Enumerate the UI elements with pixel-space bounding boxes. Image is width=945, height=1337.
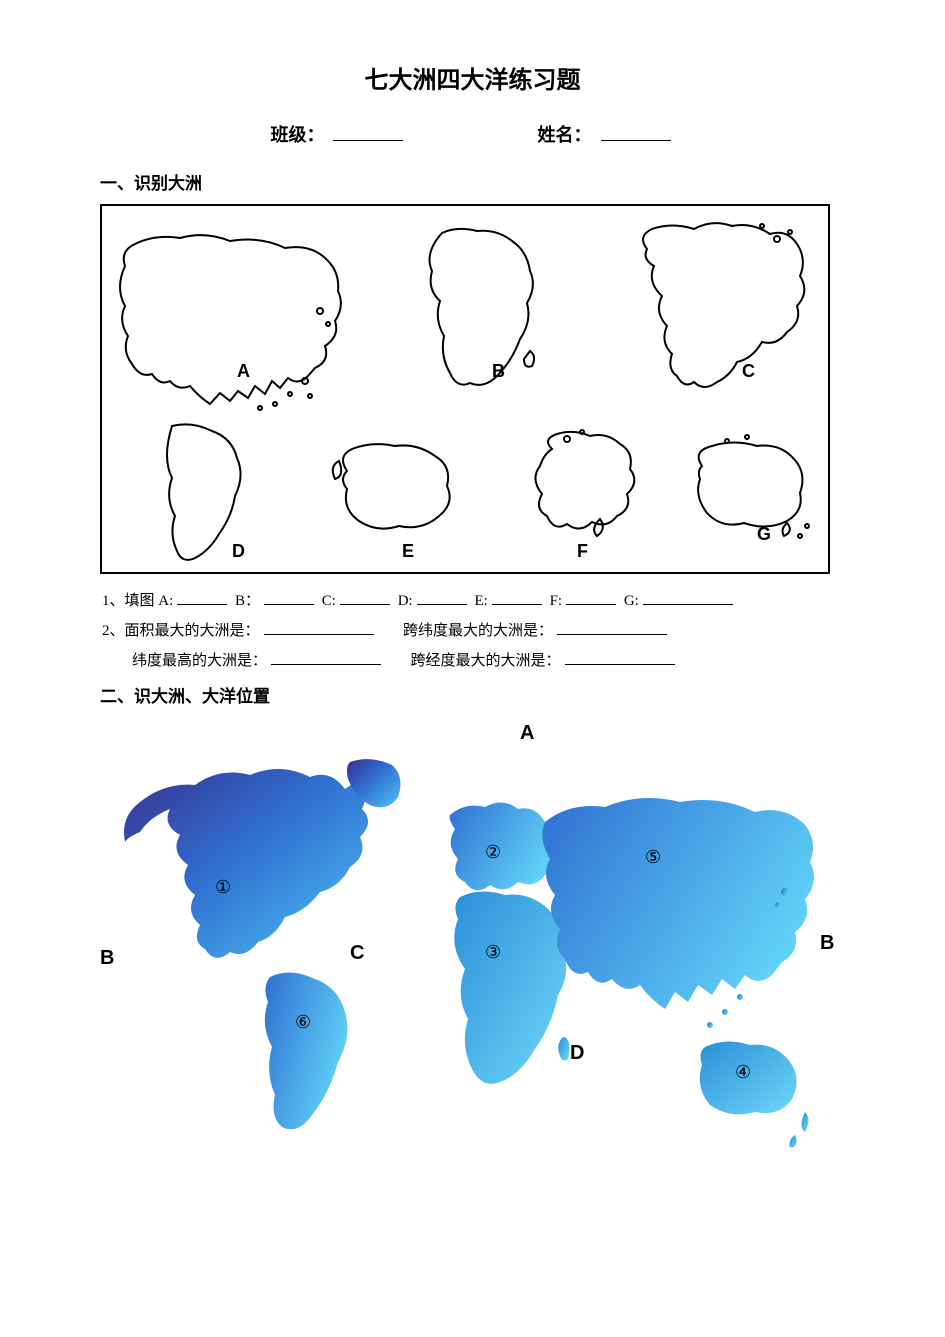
map-europe — [450, 802, 554, 890]
map-nz — [802, 1112, 809, 1132]
world-map-svg — [120, 747, 820, 1147]
q1-blank-A[interactable] — [177, 590, 227, 605]
q2-area: 2、面积最大的大洲是： — [102, 623, 260, 639]
q1-blank-E[interactable] — [492, 590, 542, 605]
q1-D: D: — [398, 593, 413, 609]
q1-C: C: — [322, 593, 336, 609]
q1-prefix: 1、填图 A: — [102, 593, 173, 609]
q2-highlat: 纬度最高的大洲是： — [132, 653, 267, 669]
figure1-box: A B C D E F G — [100, 204, 830, 574]
map2-num-2: ② — [485, 842, 501, 863]
q2-blank-lonspan[interactable] — [565, 650, 675, 665]
australia-outline — [672, 431, 822, 551]
class-label: 班级： — [270, 121, 324, 147]
map-island — [781, 888, 789, 896]
map2-num-5: ⑤ — [645, 847, 661, 868]
map-asia — [542, 798, 814, 1009]
q2-blank-highlat[interactable] — [271, 650, 381, 665]
fig1-label-A: A — [237, 361, 250, 382]
map-island — [707, 1022, 713, 1028]
name-blank[interactable] — [601, 123, 671, 141]
q1-blank-D[interactable] — [417, 590, 467, 605]
map2-num-3: ③ — [485, 942, 501, 963]
map2-num-4: ④ — [735, 1062, 751, 1083]
map2-num-6: ⑥ — [295, 1012, 311, 1033]
name-label: 姓名： — [538, 121, 592, 147]
fig1-label-F: F — [577, 541, 588, 562]
q1-blank-G[interactable] — [643, 590, 733, 605]
q1-G: G: — [624, 593, 639, 609]
q1-blank-B[interactable] — [264, 590, 314, 605]
map-south-america — [265, 972, 348, 1129]
map-north-america — [124, 769, 368, 958]
map-madagascar — [558, 1037, 569, 1061]
fig1-label-B: B — [492, 361, 505, 382]
map2-label-B-right: B — [820, 932, 834, 955]
fig1-label-E: E — [402, 541, 414, 562]
map2-label-B-left: B — [100, 947, 114, 970]
q1-blank-F[interactable] — [566, 590, 616, 605]
map2-num-1: ① — [215, 877, 231, 898]
map2-label-D: D — [570, 1042, 584, 1065]
figure2-map: A B B C D ① ② ③ ④ ⑤ ⑥ — [100, 717, 840, 1157]
africa-outline — [402, 221, 557, 396]
header-line: 班级： 姓名： — [100, 121, 845, 147]
q2-blank-area[interactable] — [264, 620, 374, 635]
q2-line1: 2、面积最大的大洲是： 跨纬度最大的大洲是： — [102, 616, 845, 646]
q2-line2: 纬度最高的大洲是： 跨经度最大的大洲是： — [102, 646, 845, 676]
europe-outline — [512, 424, 657, 554]
class-blank[interactable] — [333, 123, 403, 141]
antarctica-outline — [317, 431, 467, 551]
map-nz2 — [790, 1135, 797, 1147]
north-america-outline — [622, 214, 817, 399]
page-title: 七大洲四大洋练习题 — [100, 60, 845, 95]
q1-B: B： — [235, 593, 260, 609]
map2-label-A: A — [520, 722, 534, 745]
q1-blank-C[interactable] — [340, 590, 390, 605]
map2-label-C: C — [350, 942, 364, 965]
map-island — [737, 994, 743, 1000]
asia-outline — [110, 216, 370, 416]
fig1-label-G: G — [757, 524, 771, 545]
map-africa — [454, 891, 566, 1083]
map-island — [775, 902, 781, 908]
q1-E: E: — [474, 593, 487, 609]
q1-line: 1、填图 A: B： C: D: E: F: G: — [102, 586, 845, 616]
map-island — [722, 1009, 728, 1015]
q2-lonspan: 跨经度最大的大洲是： — [411, 653, 561, 669]
q2-latspan: 跨纬度最大的大洲是： — [403, 623, 553, 639]
section1-heading: 一、识别大洲 — [100, 169, 845, 194]
fig1-label-D: D — [232, 541, 245, 562]
section2-heading: 二、识大洲、大洋位置 — [100, 682, 845, 707]
fig1-label-C: C — [742, 361, 755, 382]
q1-F: F: — [550, 593, 563, 609]
q2-blank-latspan[interactable] — [557, 620, 667, 635]
